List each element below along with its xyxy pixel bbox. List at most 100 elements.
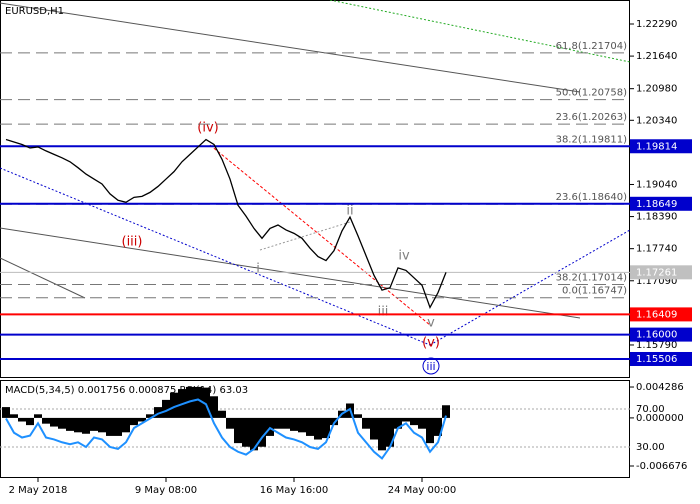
y-tick-label: 1.20340: [636, 115, 677, 126]
wave-label: (iv): [197, 121, 218, 136]
y-tick-label: 1.17090: [636, 276, 677, 287]
macd-bar: [410, 417, 418, 426]
macd-bar: [18, 417, 26, 422]
trend-line: [0, 2, 581, 93]
fib-label: 23.6(1.18640): [556, 192, 628, 203]
y-tick-label: 0.004286: [636, 382, 684, 393]
x-tick-label: 9 May 08:00: [135, 485, 197, 496]
y-tick-label: 1.19040: [636, 179, 677, 190]
macd-bar: [154, 407, 162, 418]
macd-bar: [114, 417, 122, 436]
x-tick-label: 24 May 00:00: [388, 485, 457, 496]
rsi-line: [5, 398, 447, 460]
level-label: 1.18649: [636, 199, 677, 210]
macd-bar: [130, 417, 138, 426]
chart-title: EURUSD,H1: [5, 6, 64, 17]
macd-bar: [274, 417, 282, 429]
macd-bar: [82, 417, 90, 434]
x-tick-label: 2 May 2018: [9, 485, 68, 496]
level-box: [630, 139, 692, 154]
last-price-box: [630, 265, 692, 280]
macd-bar: [434, 417, 442, 436]
macd-bar: [234, 417, 242, 444]
fib-label: 38.2(1.17014): [556, 273, 628, 284]
fib-label: 38.2(1.19811): [556, 134, 628, 145]
y-tick-label: 1.21640: [636, 51, 677, 62]
fib-label: 0.0(1.16747): [562, 286, 627, 297]
macd-bar: [162, 399, 170, 418]
macd-bar: [386, 417, 394, 447]
trend-line: [0, 167, 431, 346]
macd-bar: [146, 414, 154, 418]
level-box: [630, 196, 692, 211]
macd-bar: [378, 417, 386, 451]
y-tick-label: 0.000000: [636, 413, 684, 424]
macd-bar: [226, 417, 234, 429]
macd-bar: [298, 417, 306, 433]
macd-bar: [306, 417, 314, 436]
level-box: [630, 327, 692, 342]
level-box: [630, 351, 692, 366]
macd-bar: [58, 417, 66, 429]
macd-bar: [330, 417, 338, 426]
macd-bar: [290, 417, 298, 431]
wave-label: ii: [346, 204, 353, 219]
macd-bar: [258, 417, 266, 447]
wave-label: iv: [398, 249, 410, 264]
macd-bar: [362, 417, 370, 429]
main-panel: [0, 0, 630, 378]
macd-bar: [426, 417, 434, 444]
level-label: 1.15506: [636, 354, 677, 365]
macd-bar: [418, 417, 426, 429]
macd-bar: [138, 417, 146, 422]
x-tick-label: 16 May 16:00: [260, 485, 329, 496]
wave-label: (iii): [122, 235, 143, 250]
y-tick-label: 1.20980: [636, 84, 677, 95]
trend-line: [0, 257, 86, 299]
y-tick-label: 1.18390: [636, 212, 677, 223]
macd-bar: [202, 387, 210, 418]
macd-bar: [170, 392, 178, 418]
macd-bar: [210, 396, 218, 418]
indicator-title: MACD(5,34,5) 0.001756 0.000875 RSI(14) 6…: [5, 385, 248, 396]
last-price-label: 1.17261: [636, 267, 677, 278]
wave-labels: (iv) (iii) (v) ii i iv iii v iii: [122, 121, 440, 375]
macd-bar: [26, 417, 34, 426]
wave-label: (v): [422, 336, 440, 351]
macd-bar: [250, 417, 258, 451]
wave-label: iii: [378, 305, 389, 320]
macd-bar: [322, 417, 330, 439]
wave-label: i: [256, 262, 260, 277]
y-tick-label: 1.15790: [636, 340, 677, 351]
fib-label: 23.6(1.20263): [556, 112, 628, 123]
macd-bar: [106, 417, 114, 436]
y-tick-label: 1.22290: [636, 19, 677, 30]
macd-bar: [66, 417, 74, 431]
macd-bar: [314, 417, 322, 440]
wave-label: iii: [426, 360, 435, 373]
price-line: [5, 138, 447, 310]
y2-tick-label: 30.00: [636, 442, 665, 453]
macd-bar: [282, 417, 290, 429]
trend-line: [329, 0, 631, 63]
fib-label: 61.8(1.21704): [556, 41, 628, 52]
macd-bar: [442, 405, 450, 418]
macd-bar: [242, 417, 250, 447]
macd-bar: [34, 414, 42, 418]
trend-line: [429, 229, 631, 346]
level-label: 1.16409: [636, 309, 677, 320]
level-box: [630, 307, 692, 322]
macd-bar: [50, 417, 58, 427]
trend-line: [209, 144, 431, 326]
indicator-panel: [0, 380, 630, 478]
wave-label: v: [427, 316, 435, 331]
macd-bar: [90, 417, 98, 431]
macd-bar: [354, 414, 362, 418]
macd-bar: [394, 417, 402, 429]
level-label: 1.19814: [636, 141, 677, 152]
trend-line: [0, 227, 581, 319]
level-label: 1.16000: [636, 330, 677, 341]
macd-bar: [402, 417, 410, 422]
macd-bar: [10, 414, 18, 418]
